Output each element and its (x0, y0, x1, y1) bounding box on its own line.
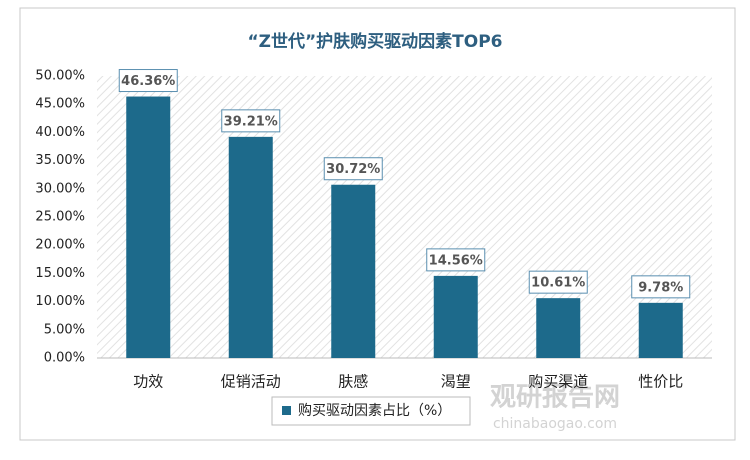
value-label-box (631, 275, 691, 299)
y-tick-label: 35.00% (35, 153, 85, 168)
value-label: 30.72% (326, 162, 380, 177)
bar (331, 184, 376, 358)
value-label-box (323, 157, 383, 181)
bar (638, 302, 683, 358)
value-label: 14.56% (429, 253, 483, 268)
plot-area (97, 76, 712, 358)
legend-swatch (282, 406, 291, 415)
legend-label: 购买驱动因素占比（%） (298, 403, 451, 419)
x-tick-label: 性价比 (638, 373, 683, 391)
bar (536, 298, 581, 358)
y-tick-label: 50.00% (35, 69, 85, 84)
y-tick-label: 0.00% (44, 351, 85, 366)
bar (228, 136, 273, 358)
x-tick-label: 功效 (133, 373, 163, 391)
watermark: 观研报告网 (490, 382, 620, 413)
legend-box (271, 396, 471, 426)
bar (433, 275, 478, 358)
y-tick-label: 5.00% (44, 322, 85, 337)
value-label-box (426, 248, 486, 272)
y-tick-label: 15.00% (35, 266, 85, 281)
x-tick-label: 肤感 (338, 373, 368, 391)
chart-title: “Z世代”护肤购买驱动因素TOP6 (247, 31, 502, 52)
bar (126, 96, 171, 358)
value-label-box (221, 109, 281, 133)
x-tick-label: 渴望 (441, 373, 471, 391)
y-tick-label: 30.00% (35, 181, 85, 196)
y-tick-label: 20.00% (35, 238, 85, 253)
y-tick-label: 25.00% (35, 210, 85, 225)
value-label: 9.78% (638, 280, 683, 295)
y-tick-label: 45.00% (35, 97, 85, 112)
y-tick-label: 10.00% (35, 294, 85, 309)
value-label: 10.61% (531, 276, 585, 291)
value-label: 46.36% (121, 74, 175, 89)
value-label-box (528, 270, 588, 294)
x-tick-label: 购买渠道 (528, 373, 588, 391)
value-label: 39.21% (224, 114, 278, 129)
x-tick-label: 促销活动 (221, 373, 281, 391)
y-tick-label: 40.00% (35, 125, 85, 140)
watermark: chinabaogao.com (493, 416, 617, 432)
value-label-box (118, 69, 178, 93)
